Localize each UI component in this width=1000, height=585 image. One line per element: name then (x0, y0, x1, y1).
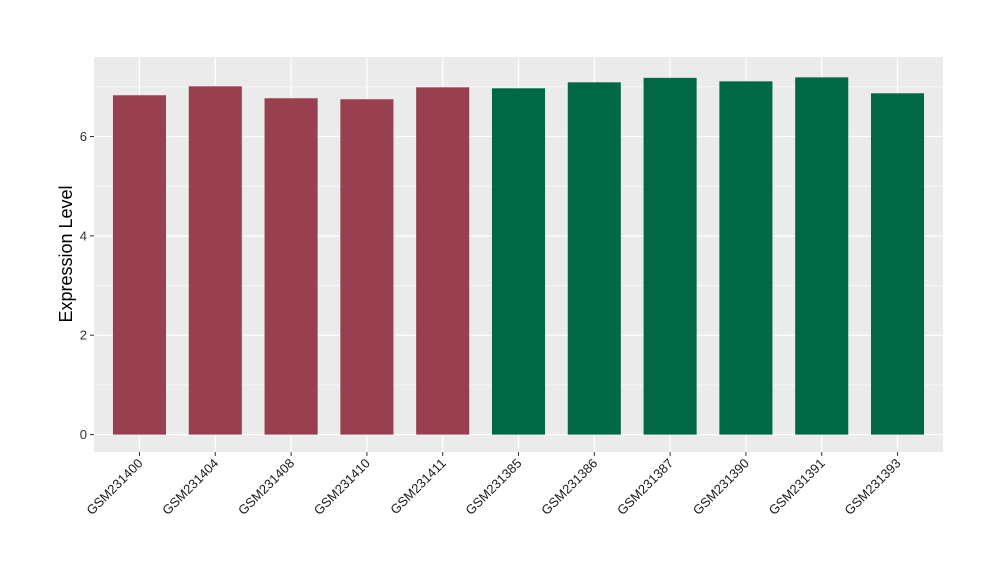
bar-GSM231385 (491, 88, 546, 435)
bar-GSM231390 (719, 81, 773, 435)
x-tick-label: GSM231404 (159, 456, 221, 518)
y-axis: 0 2 4 6 (80, 129, 94, 442)
bar-GSM231408 (264, 98, 318, 435)
x-tick-label: GSM231385 (462, 456, 524, 518)
x-tick-label: GSM231410 (311, 456, 373, 518)
x-tick-label: GSM231390 (690, 456, 752, 518)
x-tick-label: GSM231387 (614, 456, 676, 518)
y-tick-label: 2 (80, 328, 87, 343)
x-tick-label: GSM231400 (83, 456, 145, 518)
x-tick-label: GSM231391 (766, 456, 828, 518)
x-tick-label: GSM231411 (387, 456, 449, 518)
bar-GSM231386 (567, 82, 621, 435)
x-tick-label: GSM231393 (841, 456, 903, 518)
bar-GSM231387 (643, 77, 697, 435)
bar-GSM231393 (870, 93, 925, 435)
y-tick-label: 4 (80, 228, 87, 243)
x-tick-label: GSM231386 (538, 456, 600, 518)
y-tick-label: 0 (80, 427, 87, 442)
y-tick-label: 6 (80, 129, 87, 144)
x-axis: GSM231400 GSM231404 GSM231408 GSM231410 GSM2… (83, 452, 904, 518)
bar-GSM231411 (416, 87, 470, 435)
bar-GSM231410 (340, 99, 394, 435)
bar-GSM231391 (795, 77, 849, 435)
bar-GSM231400 (112, 95, 167, 435)
x-tick-label: GSM231408 (235, 456, 297, 518)
y-axis-title: Expression Level (56, 185, 76, 322)
bars-group (112, 77, 925, 435)
bar-GSM231404 (188, 86, 242, 435)
